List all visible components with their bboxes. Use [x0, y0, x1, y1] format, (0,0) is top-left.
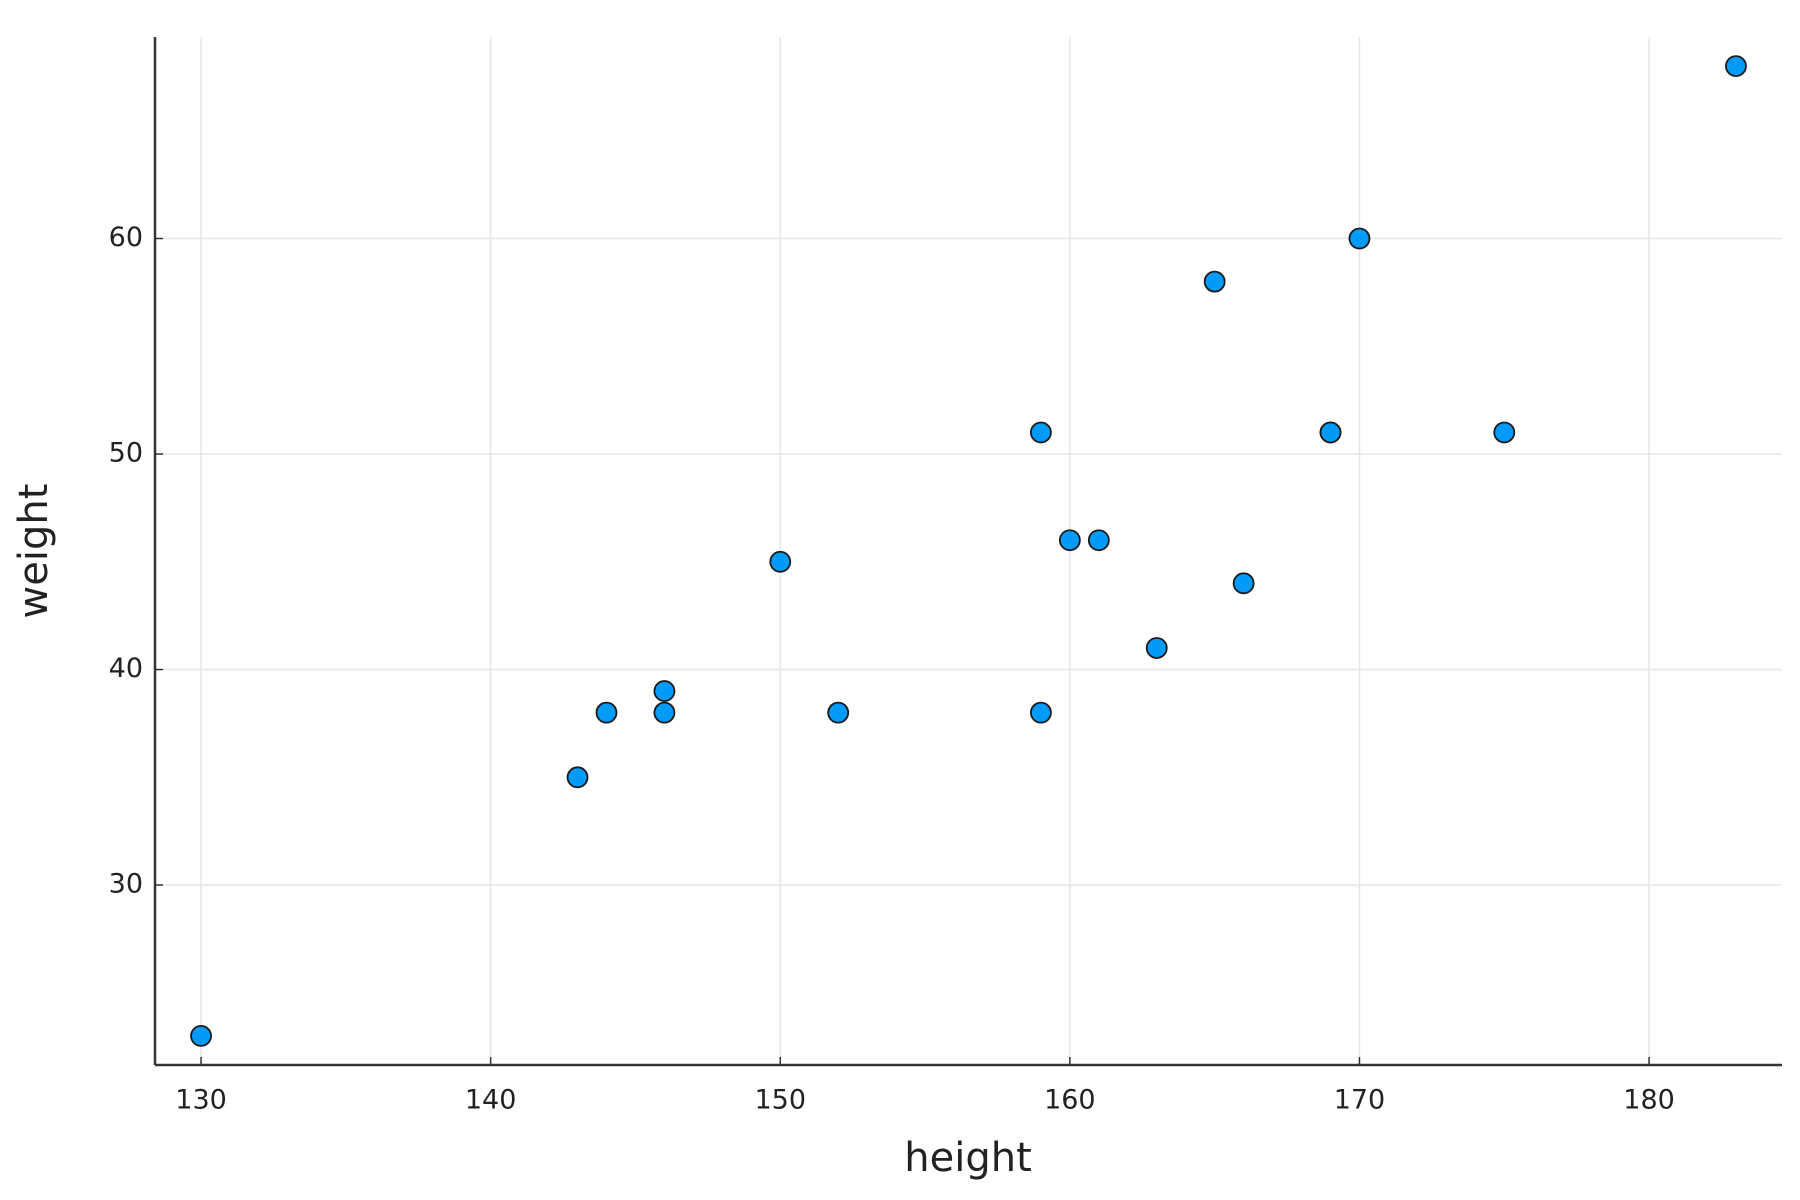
point: [769, 550, 792, 573]
y-axis-label: weight: [11, 484, 57, 619]
y-tick-label: 30: [109, 869, 143, 900]
x-tick-label: 140: [465, 1085, 517, 1116]
point: [1203, 270, 1226, 293]
point: [1058, 529, 1081, 552]
x-tick-label: 170: [1334, 1085, 1386, 1116]
x-axis-label: height: [904, 1135, 1032, 1181]
x-tick-label: 180: [1623, 1085, 1675, 1116]
point: [190, 1025, 212, 1047]
point: [1348, 227, 1371, 250]
x-tick-label: 160: [1044, 1085, 1096, 1116]
point: [1725, 55, 1747, 77]
point: [595, 701, 618, 724]
y-tick-label: 60: [109, 222, 143, 253]
point: [1087, 529, 1110, 552]
point: [827, 701, 850, 724]
x-tick-label: 150: [754, 1085, 806, 1116]
point: [1319, 421, 1342, 444]
y-tick-label: 50: [109, 438, 143, 469]
point: [1493, 421, 1516, 444]
point: [1232, 572, 1255, 595]
point: [566, 766, 589, 789]
point: [653, 701, 676, 724]
y-tick-label: 40: [109, 653, 143, 684]
point: [1030, 701, 1052, 724]
point: [1030, 421, 1052, 444]
point: [1145, 637, 1168, 659]
point: [653, 680, 676, 702]
x-tick-label: 130: [175, 1085, 227, 1116]
